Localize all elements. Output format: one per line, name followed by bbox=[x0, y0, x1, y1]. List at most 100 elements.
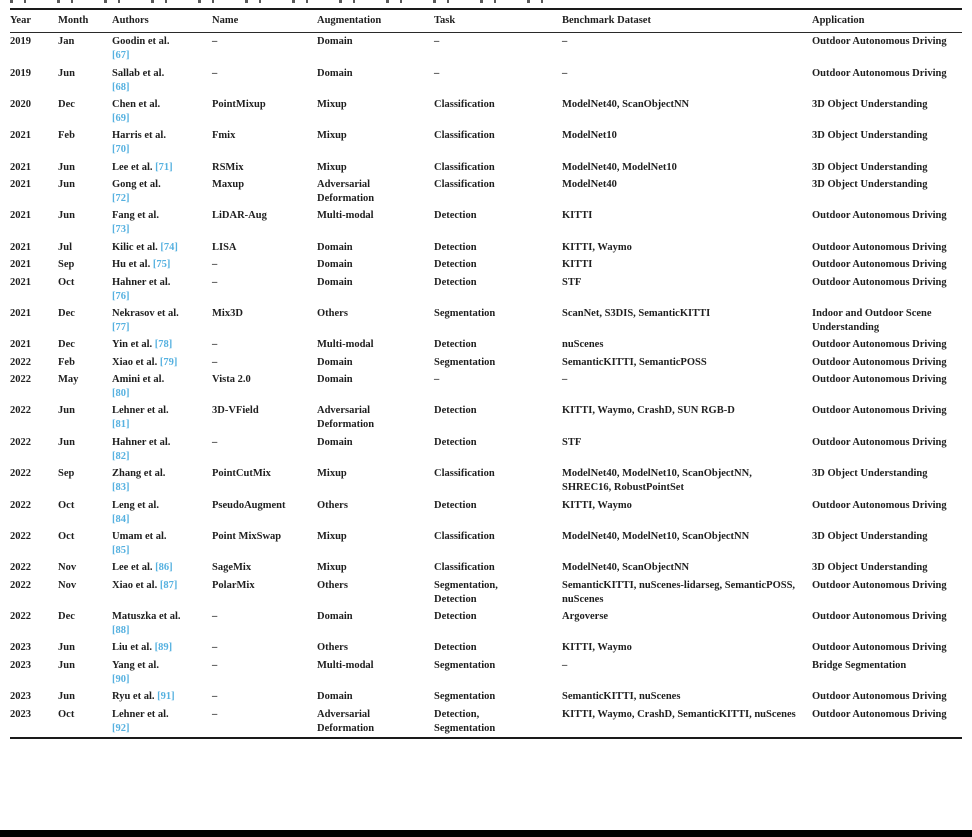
cell-name: Mix3D bbox=[212, 307, 243, 319]
citation-link[interactable]: [90] bbox=[112, 673, 130, 685]
cell-augmentation: Domain bbox=[317, 276, 353, 288]
cell-authors: Hu et al. [75] bbox=[112, 256, 212, 273]
cell-application: 3D Object Understanding bbox=[812, 130, 928, 142]
citation-link[interactable]: [67] bbox=[112, 50, 130, 62]
cell-application: Outdoor Autonomous Driving bbox=[812, 579, 947, 591]
citation-link[interactable]: [85] bbox=[112, 544, 130, 556]
col-header-application: Application bbox=[812, 9, 962, 33]
cell-application: Outdoor Autonomous Driving bbox=[812, 691, 947, 703]
citation-link[interactable]: [78] bbox=[154, 339, 173, 351]
cell-benchmark-dataset: KITTI, Waymo bbox=[562, 499, 632, 511]
cell-year: 2022 bbox=[10, 611, 31, 623]
cell-task: Detection bbox=[434, 241, 477, 253]
cell-authors: Amini et al. [80] bbox=[112, 371, 212, 402]
cell-year: 2021 bbox=[10, 259, 31, 271]
citation-link[interactable]: [82] bbox=[112, 450, 130, 462]
table-row: 2022 Jun Lehner et al. [81] 3D-VField Adv… bbox=[10, 402, 962, 433]
cell-task: Detection bbox=[434, 436, 477, 448]
citation-link[interactable]: [87] bbox=[159, 579, 178, 591]
citation-link[interactable]: [79] bbox=[159, 356, 178, 368]
citation-link[interactable]: [73] bbox=[112, 224, 130, 236]
cell-authors: Hahner et al. [82] bbox=[112, 434, 212, 465]
cell-task: Detection bbox=[434, 642, 477, 654]
citation-link[interactable]: [92] bbox=[112, 722, 130, 734]
author-text: Kilic et al. bbox=[112, 241, 161, 253]
cell-name: – bbox=[212, 642, 218, 654]
citation-link[interactable]: [75] bbox=[152, 259, 171, 271]
cell-benchmark-dataset: ModelNet40, ModelNet10, ScanObjectNN bbox=[562, 530, 750, 542]
cell-name: LISA bbox=[212, 241, 237, 253]
cell-year: 2020 bbox=[10, 98, 31, 110]
cell-benchmark-dataset: SemanticKITTI, nuScenes-lidarseg, Semant… bbox=[562, 579, 796, 605]
cell-application: Outdoor Autonomous Driving bbox=[812, 259, 947, 271]
author-text: Hu et al. bbox=[112, 259, 153, 271]
cell-name: PointMixup bbox=[212, 98, 266, 110]
citation-link[interactable]: [89] bbox=[154, 642, 173, 654]
cell-augmentation: Domain bbox=[317, 259, 353, 271]
cell-authors: Lehner et al. [81] bbox=[112, 402, 212, 433]
cell-year: 2021 bbox=[10, 161, 31, 173]
cell-augmentation: Mixup bbox=[317, 98, 347, 110]
cell-benchmark-dataset: ModelNet40, ScanObjectNN bbox=[562, 98, 690, 110]
cell-year: 2021 bbox=[10, 241, 31, 253]
table-row: 2021 Jul Kilic et al. [74] LISA Domain D… bbox=[10, 239, 962, 256]
cell-month: Jun bbox=[58, 642, 75, 654]
cell-name: – bbox=[212, 436, 218, 448]
cell-application: Outdoor Autonomous Driving bbox=[812, 642, 947, 654]
cell-authors: Zhang et al. [83] bbox=[112, 465, 212, 496]
citation-link[interactable]: [80] bbox=[112, 388, 130, 400]
cell-augmentation: Domain bbox=[317, 36, 353, 48]
cell-augmentation: Mixup bbox=[317, 530, 347, 542]
citation-link[interactable]: [81] bbox=[112, 419, 130, 431]
cell-name: SageMix bbox=[212, 562, 252, 574]
cell-augmentation: Domain bbox=[317, 691, 353, 703]
cell-task: Detection bbox=[434, 611, 477, 623]
table-row: 2022 Oct Umam et al. [85] Point MixSwap M… bbox=[10, 528, 962, 559]
table-row: 2021 Oct Hahner et al. [76] – Domain Dete… bbox=[10, 273, 962, 304]
cell-augmentation: Mixup bbox=[317, 130, 347, 142]
author-text: Umam et al. bbox=[112, 530, 167, 542]
citation-link[interactable]: [88] bbox=[112, 625, 130, 637]
cell-name: – bbox=[212, 339, 218, 351]
cell-augmentation: Domain bbox=[317, 67, 353, 79]
cell-benchmark-dataset: – bbox=[562, 36, 568, 48]
citation-link[interactable]: [71] bbox=[155, 161, 173, 173]
cell-authors: Liu et al. [89] bbox=[112, 639, 212, 656]
cell-month: Jun bbox=[58, 436, 75, 448]
citation-link[interactable]: [74] bbox=[160, 241, 178, 253]
cell-task: Detection bbox=[434, 276, 477, 288]
cell-authors: Sallab et al. [68] bbox=[112, 64, 212, 95]
citation-link[interactable]: [84] bbox=[112, 513, 130, 525]
table-row: 2020 Dec Chen et al. [69] PointMixup Mixu… bbox=[10, 96, 962, 127]
citation-link[interactable]: [77] bbox=[112, 321, 130, 333]
cropped-caption-text bbox=[10, 0, 562, 3]
citation-link[interactable]: [86] bbox=[155, 562, 173, 574]
table-body: 2019 Jan Goodin et al. [67] – Domain – – … bbox=[10, 33, 962, 738]
citation-link[interactable]: [76] bbox=[112, 290, 130, 302]
cell-name: Fmix bbox=[212, 130, 236, 142]
table-row: 2022 Oct Leng et al. [84] PseudoAugment O… bbox=[10, 496, 962, 527]
cell-augmentation: Mixup bbox=[317, 161, 347, 173]
citation-link[interactable]: [83] bbox=[112, 482, 130, 494]
table-row: 2021 Jun Fang et al. [73] LiDAR-Aug Multi… bbox=[10, 207, 962, 238]
table-row: 2022 Nov Xiao et al. [87] PolarMix Other… bbox=[10, 577, 962, 608]
cell-benchmark-dataset: ScanNet, S3DIS, SemanticKITTI bbox=[562, 307, 711, 319]
author-text: Chen et al. bbox=[112, 98, 161, 110]
author-text: Zhang et al. bbox=[112, 468, 166, 480]
cell-augmentation: Mixup bbox=[317, 562, 347, 574]
author-text: Yang et al. bbox=[112, 659, 159, 671]
cell-application: 3D Object Understanding bbox=[812, 562, 928, 574]
cell-augmentation: Multi-modal bbox=[317, 339, 374, 351]
citation-link[interactable]: [72] bbox=[112, 193, 130, 205]
cell-authors: Fang et al. [73] bbox=[112, 207, 212, 238]
citation-link[interactable]: [70] bbox=[112, 144, 130, 156]
citation-link[interactable]: [69] bbox=[112, 112, 130, 124]
citation-link[interactable]: [68] bbox=[112, 81, 130, 93]
cell-task: Segmentation bbox=[434, 659, 496, 671]
author-text: Gong et al. bbox=[112, 179, 161, 191]
citation-link[interactable]: [91] bbox=[157, 691, 175, 703]
cell-year: 2023 bbox=[10, 708, 31, 720]
cell-application: 3D Object Understanding bbox=[812, 179, 928, 191]
cell-benchmark-dataset: KITTI bbox=[562, 210, 593, 222]
